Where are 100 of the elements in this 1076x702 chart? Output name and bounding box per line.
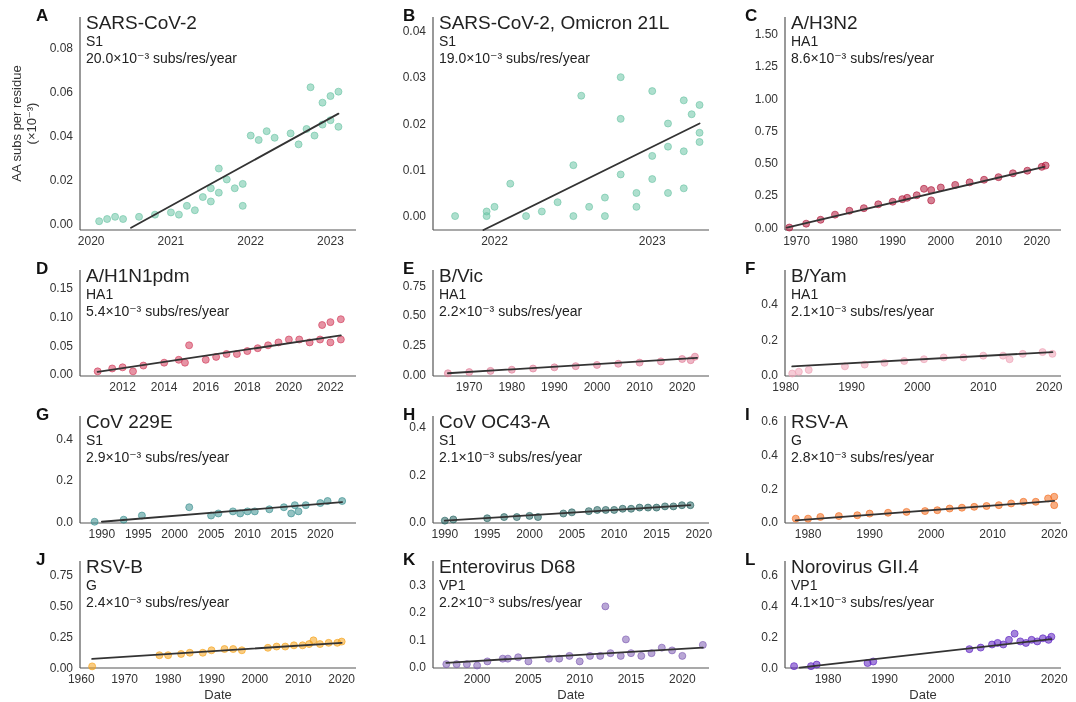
x-tick-label: 1980: [498, 380, 526, 394]
x-tick-label: 2020: [668, 380, 696, 394]
point: [222, 175, 231, 184]
point: [936, 183, 945, 192]
point: [920, 184, 928, 193]
point: [804, 366, 813, 374]
chart-title: A/H3N2: [791, 12, 858, 33]
y-tick-label: 0.50: [402, 308, 427, 323]
point: [482, 207, 491, 216]
x-tick-label: 2015: [643, 527, 671, 541]
point: [181, 358, 189, 367]
x-tick-label: 2010: [234, 527, 262, 541]
x-tick-label: 2000: [927, 234, 955, 248]
annotation: 2.2×10⁻³ subs/res/year: [439, 303, 583, 319]
x-tick-label: 1970: [783, 234, 811, 248]
annotation: 2.8×10⁻³ subs/res/year: [791, 449, 935, 465]
text: HA1: [86, 286, 114, 302]
x-tick-label: 2022: [237, 234, 265, 248]
x-tick-label: 2023: [638, 234, 666, 248]
x-tick-label: 2021: [157, 234, 185, 248]
point: [522, 212, 530, 221]
x-tick-label: 2022: [317, 380, 345, 394]
point: [678, 652, 687, 660]
x-tick-label: 1980: [154, 672, 182, 686]
point: [254, 136, 263, 144]
point: [90, 517, 99, 526]
point: [695, 101, 704, 109]
point: [679, 147, 688, 156]
point: [1050, 492, 1059, 501]
text: HA1: [439, 286, 467, 302]
y-tick-label: 0.06: [49, 84, 74, 99]
y-tick-label: 0.0: [409, 660, 427, 675]
point: [553, 198, 562, 207]
point: [451, 212, 459, 221]
point: [246, 131, 255, 140]
point: [182, 201, 191, 210]
chart-title: SARS-CoV-2, Omicron 21L: [439, 12, 670, 33]
point: [473, 661, 482, 670]
point: [336, 335, 345, 344]
point: [270, 133, 279, 142]
point: [214, 164, 223, 173]
point: [135, 212, 143, 221]
y-tick-label: 0.0: [56, 514, 74, 529]
x-tick-label: 2000: [463, 672, 491, 686]
x-tick-label: 2020: [1040, 672, 1068, 686]
y-tick-label: 1.00: [754, 91, 779, 106]
x-tick-label: 2020: [685, 527, 713, 541]
text: L: [745, 550, 756, 569]
point: [648, 87, 657, 95]
annotation: 2.2×10⁻³ subs/res/year: [439, 594, 583, 610]
text: J: [36, 550, 46, 569]
y-tick-label: 0.03: [402, 70, 427, 85]
x-tick-label: 1990: [198, 672, 226, 686]
point: [621, 635, 630, 644]
point: [637, 652, 646, 660]
x-tick-label: 2000: [917, 527, 945, 541]
y-tick-label: 0.75: [49, 567, 74, 582]
x-tick-label: 2020: [1023, 234, 1051, 248]
point: [326, 318, 335, 327]
y-tick-label: 0.04: [49, 128, 74, 143]
annotation: 2.9×10⁻³ subs/res/year: [86, 449, 230, 465]
x-tick-label: 1980: [772, 380, 800, 394]
point: [664, 142, 672, 151]
point: [294, 507, 303, 516]
point: [575, 657, 584, 666]
text: D: [36, 259, 49, 278]
point: [1005, 355, 1014, 364]
y-tick-label: 0.2: [761, 481, 779, 496]
x-tick-label: 2005: [558, 527, 586, 541]
point: [206, 184, 215, 193]
x-tick-label: 2023: [317, 234, 345, 248]
y-tick-label: 0.25: [402, 337, 427, 352]
text: S1: [439, 432, 457, 448]
point: [695, 138, 704, 146]
y-tick-label: 0.6: [761, 568, 779, 583]
text: G: [36, 405, 50, 424]
y-tick-label: 0.0: [409, 515, 427, 530]
y-tick-label: 0.1: [409, 632, 427, 647]
point: [687, 110, 696, 119]
chart-title: RSV-B: [86, 556, 144, 577]
point: [601, 193, 609, 202]
y-tick-label: 0.4: [56, 432, 74, 447]
point: [648, 175, 657, 183]
text: HA1: [791, 33, 819, 49]
point: [119, 215, 127, 223]
x-tick-label: 2022: [481, 234, 509, 248]
x-tick-label: 2020: [668, 672, 696, 686]
y-tick-label: 0.00: [49, 660, 74, 675]
point: [695, 128, 704, 137]
x-tick-label: 1990: [88, 527, 116, 541]
point: [236, 509, 245, 518]
y-tick-label: 0.0: [761, 368, 779, 383]
point: [601, 602, 610, 611]
point: [1050, 501, 1059, 510]
text: K: [403, 550, 416, 569]
text: I: [745, 405, 750, 424]
point: [524, 657, 533, 666]
point: [230, 184, 239, 193]
point: [95, 217, 104, 226]
x-tick-label: 1970: [111, 672, 139, 686]
